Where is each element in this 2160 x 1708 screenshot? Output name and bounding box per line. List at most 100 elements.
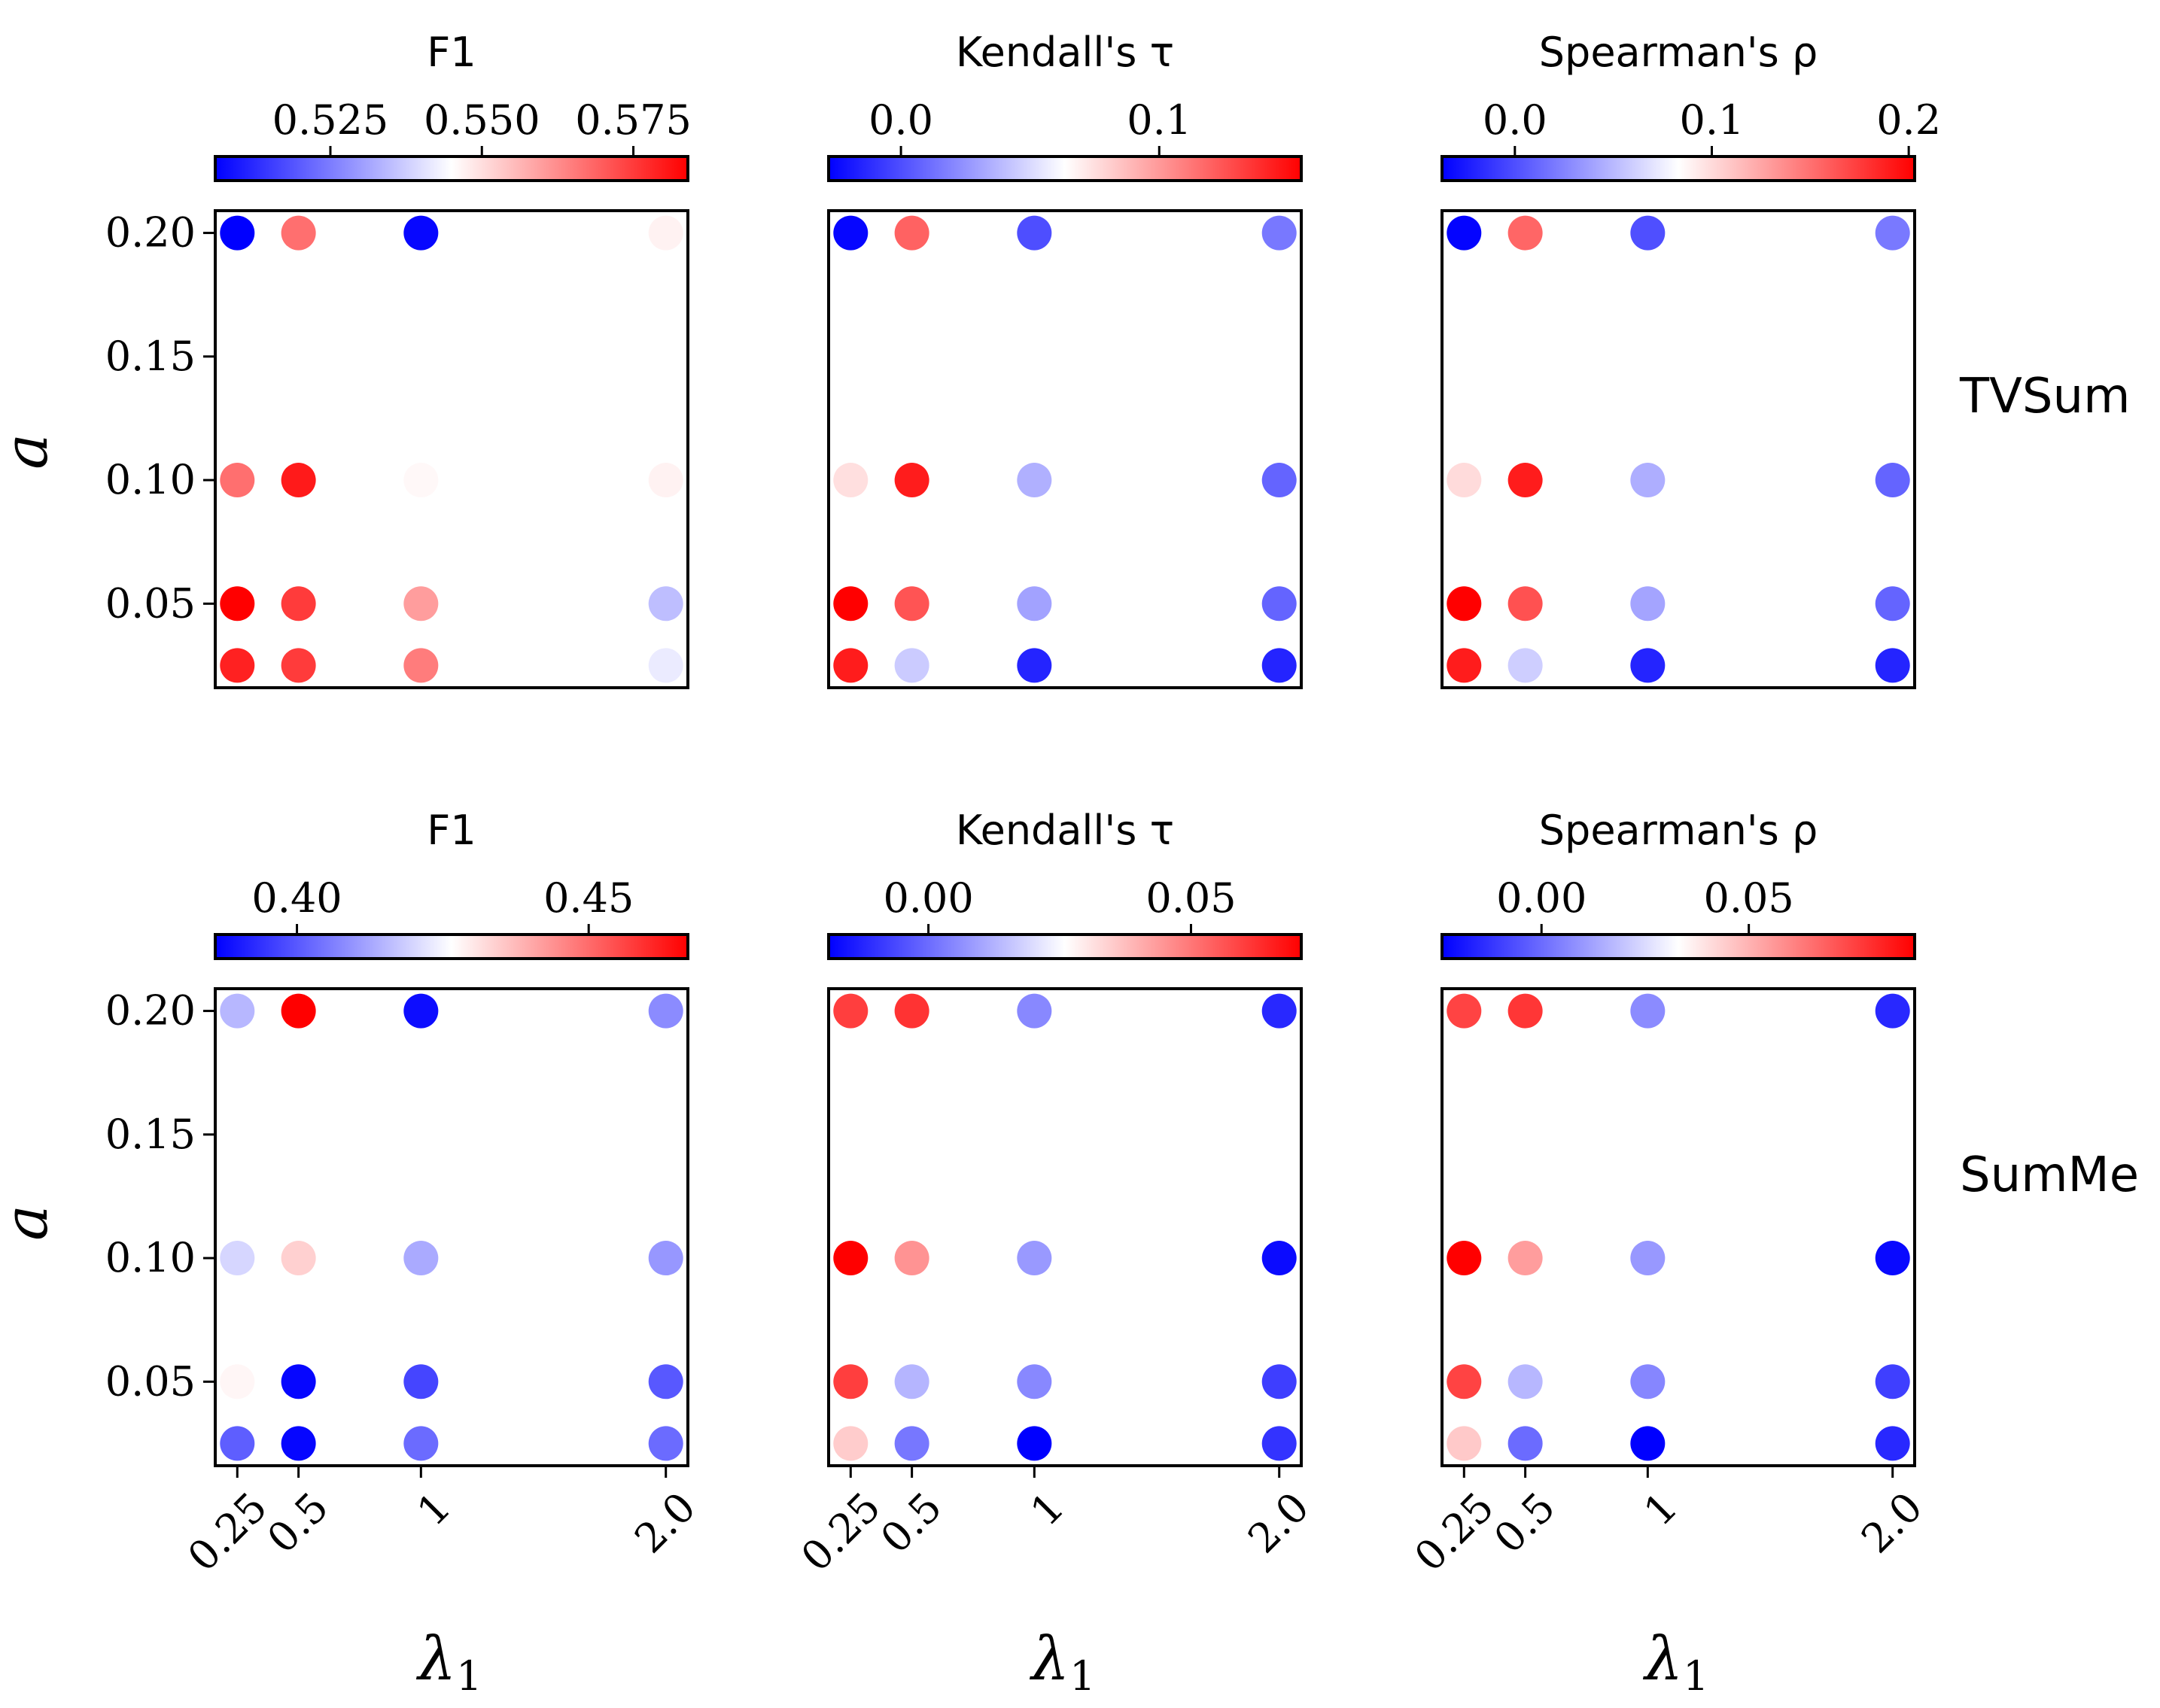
data-point — [281, 1241, 316, 1276]
data-point — [403, 1364, 439, 1400]
data-point — [1447, 1364, 1482, 1400]
data-point — [1447, 215, 1482, 251]
x-tick-label: 0.5 — [1485, 1483, 1564, 1562]
data-point — [648, 215, 683, 251]
colorbar-tick-label: 0.525 — [272, 96, 389, 144]
data-point — [281, 1426, 316, 1461]
colorbar-tick-label: 0.0 — [1483, 96, 1547, 144]
data-point — [833, 993, 869, 1029]
data-point — [1261, 215, 1297, 251]
colorbar-title: Spearman's ρ — [1539, 29, 1818, 76]
colorbar-title: F1 — [427, 29, 476, 76]
x-tick-label: 2.0 — [1852, 1483, 1931, 1562]
y-tick-label: 0.15 — [105, 333, 196, 380]
x-axis-label-col3: λ1 — [1642, 1624, 1708, 1700]
data-point — [894, 215, 929, 251]
plot-frame — [1441, 987, 1916, 1467]
data-point — [1017, 1241, 1052, 1276]
data-point — [281, 648, 316, 683]
data-point — [1507, 586, 1543, 622]
x-axis-label-col2: λ1 — [1029, 1624, 1095, 1700]
data-point — [1017, 215, 1052, 251]
data-point — [403, 586, 439, 622]
data-point — [1875, 1241, 1910, 1276]
data-point — [894, 1364, 929, 1400]
data-point — [1630, 993, 1666, 1029]
x-axis-label-subscript: 1 — [456, 1652, 482, 1700]
data-point — [648, 993, 683, 1029]
plot-area — [827, 209, 1303, 689]
data-point — [1507, 993, 1543, 1029]
x-tick-label: 2.0 — [625, 1483, 704, 1562]
data-point — [1630, 586, 1666, 622]
colorbar-tick-label: 0.40 — [251, 874, 342, 922]
data-point — [1507, 1364, 1543, 1400]
data-point — [648, 1364, 683, 1400]
colorbar-tick-label: 0.1 — [1127, 96, 1191, 144]
colorbar-tick-label: 0.2 — [1876, 96, 1941, 144]
data-point — [1875, 215, 1910, 251]
data-point — [648, 1241, 683, 1276]
data-point — [1017, 648, 1052, 683]
colorbar-tick-label: 0.1 — [1680, 96, 1745, 144]
plot-frame — [827, 987, 1303, 1467]
colorbar: 0.0 0.1 Kendall's τ — [827, 29, 1303, 182]
x-axis-label-subscript: 1 — [1683, 1652, 1708, 1700]
data-point — [220, 1241, 255, 1276]
plot-area — [1441, 209, 1916, 689]
data-point — [403, 993, 439, 1029]
data-point — [833, 1364, 869, 1400]
y-tick-label: 0.15 — [105, 1111, 196, 1158]
data-point — [220, 586, 255, 622]
data-point — [220, 993, 255, 1029]
data-point — [1261, 993, 1297, 1029]
colorbar: 0.40 0.45 F1 — [214, 807, 689, 960]
data-point — [1630, 1426, 1666, 1461]
data-point — [894, 1241, 929, 1276]
x-tick-label: 1 — [1635, 1483, 1687, 1535]
x-tick-label: 0.5 — [258, 1483, 337, 1562]
data-point — [894, 993, 929, 1029]
data-point — [1630, 215, 1666, 251]
data-point — [1875, 463, 1910, 498]
panel-tvsum-f1: 0.525 0.550 0.575 F1 0.20 0.15 0.10 0.05 — [105, 29, 692, 689]
data-point — [1017, 586, 1052, 622]
colorbar-gradient — [1441, 933, 1916, 960]
data-point — [1017, 993, 1052, 1029]
colorbar-gradient — [827, 155, 1303, 182]
colorbar: 0.0 0.1 0.2 Spearman's ρ — [1441, 29, 1941, 182]
y-tick-label: 0.05 — [105, 579, 196, 627]
colorbar-tick-label: 0.45 — [543, 874, 634, 922]
data-point — [894, 1426, 929, 1461]
data-point — [1507, 1426, 1543, 1461]
data-point — [1261, 463, 1297, 498]
plot-frame — [214, 209, 689, 689]
data-point — [1875, 586, 1910, 622]
data-point — [220, 1364, 255, 1400]
x-tick-label: 2.0 — [1239, 1483, 1318, 1562]
panel-tvsum-kendall: 0.0 0.1 Kendall's τ — [827, 29, 1303, 689]
data-point — [403, 463, 439, 498]
data-point — [403, 648, 439, 683]
colorbar-tick-label: 0.05 — [1145, 874, 1236, 922]
data-point — [1507, 215, 1543, 251]
data-point — [281, 1364, 316, 1400]
colorbar-title: Kendall's τ — [956, 29, 1174, 76]
data-point — [894, 463, 929, 498]
y-tick-label: 0.20 — [105, 987, 196, 1035]
data-point — [1261, 1364, 1297, 1400]
row-label-tvsum: TVSum — [1959, 369, 2130, 424]
data-point — [220, 648, 255, 683]
data-point — [220, 215, 255, 251]
data-point — [1630, 1241, 1666, 1276]
y-tick-label: 0.05 — [105, 1357, 196, 1405]
data-point — [1875, 1364, 1910, 1400]
plot-area: 0.200.150.100.050.250.5 1 2.0 — [105, 987, 705, 1581]
data-point — [1261, 586, 1297, 622]
x-tick-label: 0.5 — [872, 1483, 951, 1562]
data-point — [1507, 463, 1543, 498]
colorbar-tick-label: 0.0 — [869, 96, 933, 144]
